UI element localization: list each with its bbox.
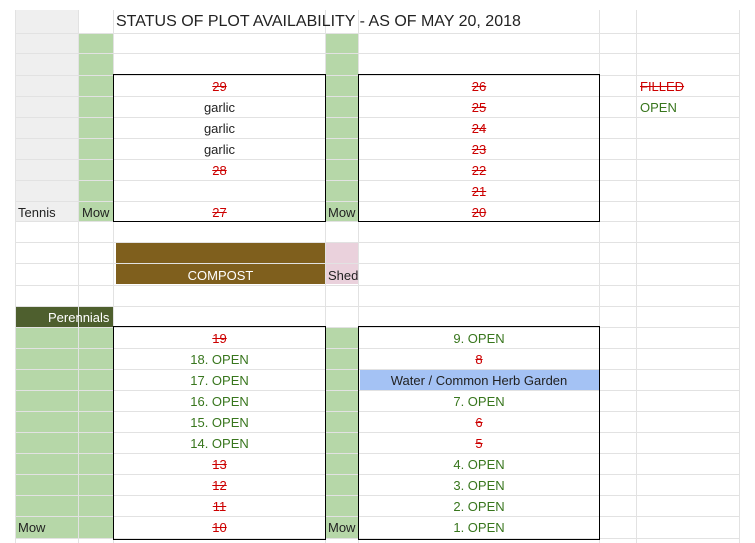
plot-17: 17. OPEN <box>190 373 249 388</box>
plot-10: 10 <box>212 520 227 535</box>
tennis-area <box>15 10 78 221</box>
plot-21: 21 <box>471 184 487 199</box>
mow-area-bottom-mid <box>326 327 358 539</box>
plot-27: 27 <box>212 205 227 220</box>
plot-9: 9. OPEN <box>453 331 505 346</box>
plot-garlic-3: garlic <box>203 142 236 157</box>
mow-label-top-mid: Mow <box>328 205 356 220</box>
plot-5: 5 <box>475 436 483 451</box>
compost-label: COMPOST <box>187 268 254 283</box>
mow-area-top-mid <box>326 33 358 221</box>
tennis-label: Tennis <box>18 205 56 220</box>
legend-filled: FILLED <box>640 79 685 94</box>
plot-4: 4. OPEN <box>453 457 505 472</box>
plot-6: 6 <box>475 415 483 430</box>
perennials-label: Perennials <box>48 310 110 325</box>
plot-19: 19 <box>212 331 227 346</box>
mow-label-bottom-mid: Mow <box>328 520 356 535</box>
plot-29: 29 <box>212 79 227 94</box>
shed-label: Shed <box>328 268 359 283</box>
plot-15: 15. OPEN <box>190 415 249 430</box>
plot-box-top-right <box>358 74 600 222</box>
plot-box-bottom-left <box>113 326 326 540</box>
plot-28: 28 <box>212 163 227 178</box>
plot-13: 13 <box>212 457 227 472</box>
plot-26: 26 <box>471 79 487 94</box>
page-title: STATUS OF PLOT AVAILABILITY - AS OF MAY … <box>116 13 521 30</box>
plot-14: 14. OPEN <box>190 436 249 451</box>
plot-25: 25 <box>471 100 487 115</box>
plot-11: 11 <box>212 499 227 514</box>
plot-box-top-left <box>113 74 326 222</box>
plot-16: 16. OPEN <box>190 394 249 409</box>
mow-label-top-left: Mow <box>82 205 110 220</box>
plot-22: 22 <box>471 163 487 178</box>
legend-open: OPEN <box>640 100 677 115</box>
herb-garden-area <box>360 370 599 390</box>
plot-2: 2. OPEN <box>453 499 505 514</box>
perennials-area <box>15 307 113 327</box>
plot-8: 8 <box>475 352 483 367</box>
plot-12: 12 <box>212 478 227 493</box>
plot-garlic-1: garlic <box>203 100 236 115</box>
plot-3: 3. OPEN <box>453 478 505 493</box>
mow-area-bottom-left <box>15 327 113 539</box>
plot-18: 18. OPEN <box>190 352 249 367</box>
mow-area-top-left <box>79 33 113 221</box>
plot-garlic-2: garlic <box>203 121 236 136</box>
plot-23: 23 <box>471 142 487 157</box>
plot-box-bottom-right <box>358 326 600 540</box>
plot-20: 20 <box>471 205 487 220</box>
plot-7: 7. OPEN <box>453 394 505 409</box>
mow-label-bottom-left: Mow <box>18 520 46 535</box>
plot-1: 1. OPEN <box>453 520 505 535</box>
herb-garden-label: Water / Common Herb Garden <box>390 373 568 388</box>
plot-24: 24 <box>471 121 487 136</box>
